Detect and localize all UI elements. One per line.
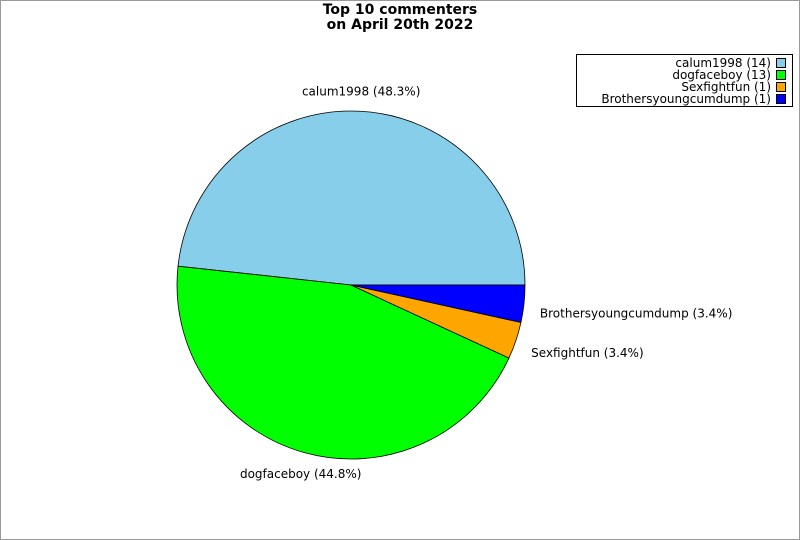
slice-label: Brothersyoungcumdump (3.4%) xyxy=(540,306,732,320)
legend-entry: Brothersyoungcumdump (1) xyxy=(577,93,786,105)
pie-slice-dogfaceboy xyxy=(176,265,510,460)
legend-swatch xyxy=(776,94,786,104)
slice-label: calum1998 (48.3%) xyxy=(302,84,420,98)
legend-swatch xyxy=(776,70,786,80)
pie-slice-calum1998 xyxy=(177,110,526,286)
pie-slice-brothersyoungcumdump xyxy=(350,284,526,323)
legend-label: dogfaceboy (13) xyxy=(672,68,771,82)
legend-entry: Sexfightfun (1) xyxy=(577,81,786,93)
legend-label: Brothersyoungcumdump (1) xyxy=(601,92,771,106)
chart-title: Top 10 commenters on April 20th 2022 xyxy=(1,3,799,33)
slice-label: dogfaceboy (44.8%) xyxy=(240,467,362,481)
chart-title-line-1: Top 10 commenters xyxy=(322,2,478,18)
legend-swatch xyxy=(776,82,786,92)
legend-entry: calum1998 (14) xyxy=(577,57,786,69)
legend-entry: dogfaceboy (13) xyxy=(577,69,786,81)
slice-label: Sexfightfun (3.4%) xyxy=(531,346,643,360)
chart-legend: calum1998 (14) dogfaceboy (13) Sexfightf… xyxy=(576,54,793,107)
legend-label: calum1998 (14) xyxy=(675,56,771,70)
legend-swatch xyxy=(776,58,786,68)
legend-label: Sexfightfun (1) xyxy=(681,80,771,94)
chart-title-line-2: on April 20th 2022 xyxy=(326,17,474,33)
